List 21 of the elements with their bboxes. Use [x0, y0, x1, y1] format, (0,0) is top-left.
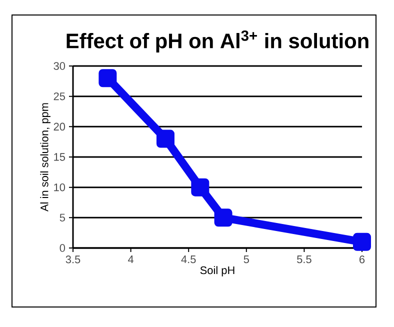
y-tick-label: 15 [54, 153, 66, 161]
x-tick-label: 4.5 [181, 256, 196, 264]
y-tick-label: 20 [54, 122, 66, 131]
point [98, 69, 117, 88]
y-tick-label: 5 [60, 214, 66, 222]
x-tick-label: 5.5 [297, 256, 312, 264]
point [353, 232, 371, 251]
y-tick-label: 0 [60, 244, 66, 252]
y-tick-label: 30 [54, 62, 66, 70]
x-tick-label: 5 [244, 256, 249, 264]
x-tick-label: 4 [128, 256, 134, 264]
chart-title: Effect of pH on Al$^{3+}$ in solution [66, 30, 368, 53]
y-axis-title: Al in soil solution, ppm [40, 103, 50, 212]
x-tick-label: 6 [360, 256, 365, 264]
point [214, 208, 232, 227]
point [156, 130, 174, 148]
x-tick-label: 3.5 [66, 256, 80, 264]
y-tick-label: 25 [54, 92, 66, 100]
point [191, 178, 210, 196]
x-axis-title: Soil pH [200, 266, 234, 276]
y-tick-label: 10 [54, 183, 66, 192]
